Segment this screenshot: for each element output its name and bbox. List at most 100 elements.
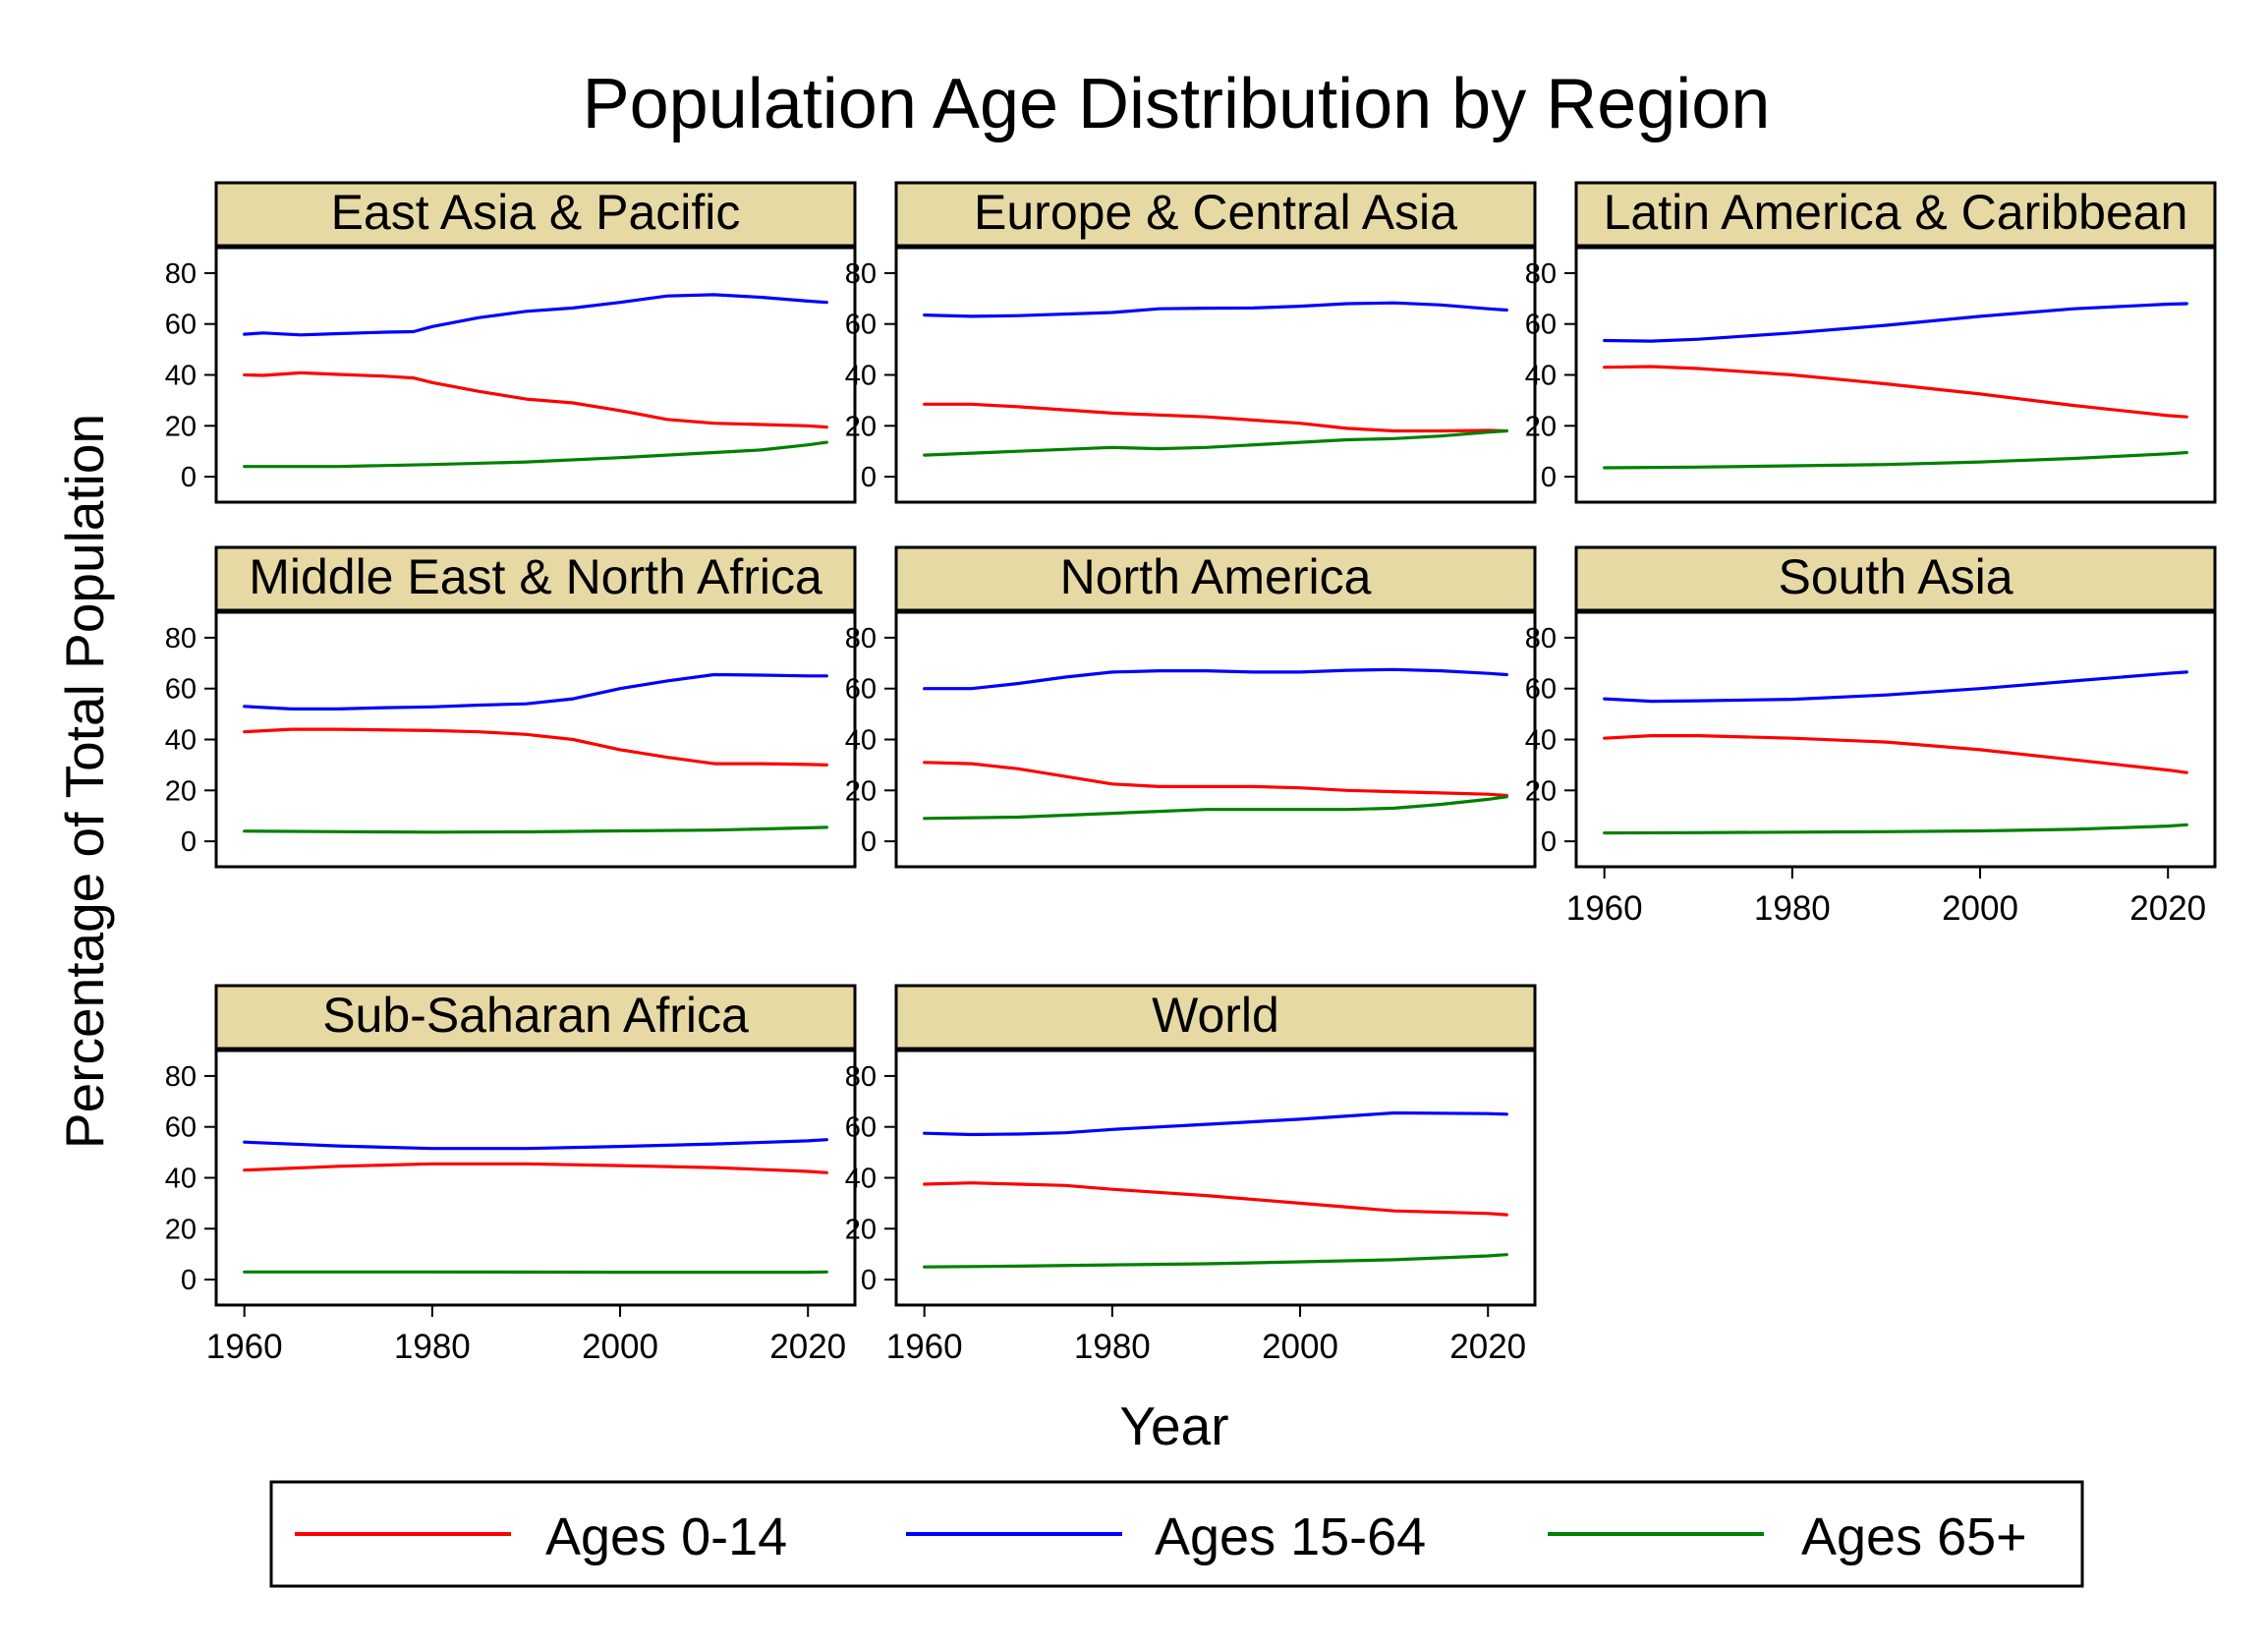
panel-frame xyxy=(214,1049,857,1307)
series-line-ages-15-64 xyxy=(243,1138,828,1151)
chart-title: Population Age Distribution by Region xyxy=(583,65,1771,143)
panel-strip xyxy=(214,545,857,612)
y-tick-label: 20 xyxy=(1525,775,1557,807)
y-axis-label: Percentage of Total Population xyxy=(54,414,115,1149)
legend-box xyxy=(269,1480,2084,1588)
y-tick-label: 40 xyxy=(165,1164,197,1195)
panel-frame xyxy=(1574,610,2217,869)
y-tick-label: 20 xyxy=(165,411,197,442)
series-line-ages-65 xyxy=(243,440,828,469)
y-tick-label: 40 xyxy=(1525,361,1557,392)
x-tick-label: 2020 xyxy=(2129,889,2206,928)
y-tick-label: 0 xyxy=(861,1265,877,1296)
panel-strip xyxy=(214,181,857,248)
series-line-ages-0-14 xyxy=(243,727,828,768)
series-line-ages-0-14 xyxy=(1603,733,2188,774)
panel-strip xyxy=(1574,181,2217,248)
series-line-ages-15-64 xyxy=(243,672,828,711)
series-line-ages-65 xyxy=(1603,450,2188,470)
y-tick-label: 20 xyxy=(845,411,877,442)
x-tick-label: 1960 xyxy=(886,1328,963,1366)
y-tick-label: 0 xyxy=(181,1265,197,1296)
legend-label-ages-0-14: Ages 0-14 xyxy=(545,1507,787,1566)
panel-world: World 0 20 40 60 80 1960 1980 2000 2020 xyxy=(845,984,1537,1366)
panel-strip xyxy=(894,545,1537,612)
y-tick-label: 40 xyxy=(165,725,197,757)
y-tick-label: 60 xyxy=(845,674,877,706)
x-tick-label: 2020 xyxy=(769,1328,846,1366)
panel-title: South Asia xyxy=(1778,549,2013,604)
series-line-ages-65 xyxy=(243,825,828,834)
panel-title: Latin America & Caribbean xyxy=(1604,185,2188,240)
series-line-ages-15-64 xyxy=(923,301,1508,318)
panel-frame xyxy=(214,246,857,504)
series-line-ages-0-14 xyxy=(243,1162,828,1174)
y-tick-label: 60 xyxy=(845,1112,877,1144)
legend: Ages 0-14 Ages 15-64 Ages 65+ xyxy=(269,1480,2084,1588)
panel-title: Sub-Saharan Africa xyxy=(322,988,749,1043)
y-tick-label: 40 xyxy=(845,361,877,392)
series-line-ages-15-64 xyxy=(243,293,828,337)
y-tick-label: 60 xyxy=(165,1112,197,1144)
y-tick-label: 80 xyxy=(165,1061,197,1093)
series-line-ages-65 xyxy=(1603,823,2188,835)
x-tick-label: 2000 xyxy=(582,1328,658,1366)
series-line-ages-15-64 xyxy=(923,1110,1508,1137)
y-tick-label: 20 xyxy=(165,775,197,807)
x-tick-label: 1980 xyxy=(394,1328,471,1366)
legend-entry-ages-0-14: Ages 0-14 xyxy=(295,1507,787,1566)
panel-title: North America xyxy=(1060,549,1372,604)
series-line-ages-0-14 xyxy=(1603,365,2188,419)
legend-entry-ages-65-plus: Ages 65+ xyxy=(1548,1507,2027,1566)
y-tick-label: 80 xyxy=(845,1061,877,1093)
panel-europe-central-asia: Europe & Central Asia 0 20 40 60 80 xyxy=(845,181,1537,504)
legend-entry-ages-15-64: Ages 15-64 xyxy=(906,1507,1426,1566)
y-tick-label: 60 xyxy=(165,674,197,706)
y-tick-label: 0 xyxy=(1541,462,1557,493)
y-tick-label: 20 xyxy=(165,1214,197,1245)
x-tick-label: 2020 xyxy=(1449,1328,1526,1366)
series-line-ages-0-14 xyxy=(923,402,1508,433)
x-tick-label: 1980 xyxy=(1074,1328,1151,1366)
panel-north-america: North America 0 20 40 60 80 xyxy=(845,545,1537,869)
y-tick-label: 0 xyxy=(861,826,877,858)
y-tick-label: 60 xyxy=(1525,674,1557,706)
series-line-ages-0-14 xyxy=(923,1181,1508,1217)
panel-title: Europe & Central Asia xyxy=(974,185,1457,240)
series-line-ages-15-64 xyxy=(1603,670,2188,704)
series-line-ages-65 xyxy=(923,428,1508,457)
panel-title: East Asia & Pacific xyxy=(331,185,741,240)
series-line-ages-65 xyxy=(923,1253,1508,1269)
series-line-ages-15-64 xyxy=(1603,302,2188,343)
y-tick-label: 20 xyxy=(845,775,877,807)
y-tick-label: 0 xyxy=(181,462,197,493)
x-tick-label: 2000 xyxy=(1942,889,2018,928)
legend-label-ages-15-64: Ages 15-64 xyxy=(1155,1507,1426,1566)
panel-frame xyxy=(214,610,857,869)
panel-strip xyxy=(1574,545,2217,612)
panel-strip xyxy=(214,984,857,1051)
series-line-ages-65 xyxy=(923,795,1508,821)
y-tick-label: 0 xyxy=(181,826,197,858)
panel-grid: East Asia & Pacific 0 20 40 60 80 Europe & Cen… xyxy=(165,181,2217,1366)
panel-frame xyxy=(1574,246,2217,504)
y-tick-label: 80 xyxy=(1525,258,1557,290)
y-tick-label: 80 xyxy=(845,623,877,654)
y-tick-label: 20 xyxy=(1525,411,1557,442)
panel-east-asia-pacific: East Asia & Pacific 0 20 40 60 80 xyxy=(165,181,857,504)
y-tick-label: 0 xyxy=(861,462,877,493)
series-line-ages-15-64 xyxy=(923,667,1508,691)
x-axis-label: Year xyxy=(1119,1395,1228,1456)
y-tick-label: 40 xyxy=(845,1164,877,1195)
y-tick-label: 80 xyxy=(165,623,197,654)
series-line-ages-0-14 xyxy=(243,370,828,429)
y-tick-label: 60 xyxy=(845,310,877,341)
y-tick-label: 80 xyxy=(1525,623,1557,654)
x-tick-label: 1980 xyxy=(1754,889,1831,928)
x-tick-label: 1960 xyxy=(206,1328,283,1366)
panel-south-asia: South Asia 0 20 40 60 80 1960 1980 2000 2020 xyxy=(1525,545,2217,928)
x-tick-label: 1960 xyxy=(1566,889,1643,928)
panel-middle-east-north-africa: Middle East & North Africa 0 20 40 60 80 xyxy=(165,545,857,869)
panel-frame xyxy=(894,246,1537,504)
